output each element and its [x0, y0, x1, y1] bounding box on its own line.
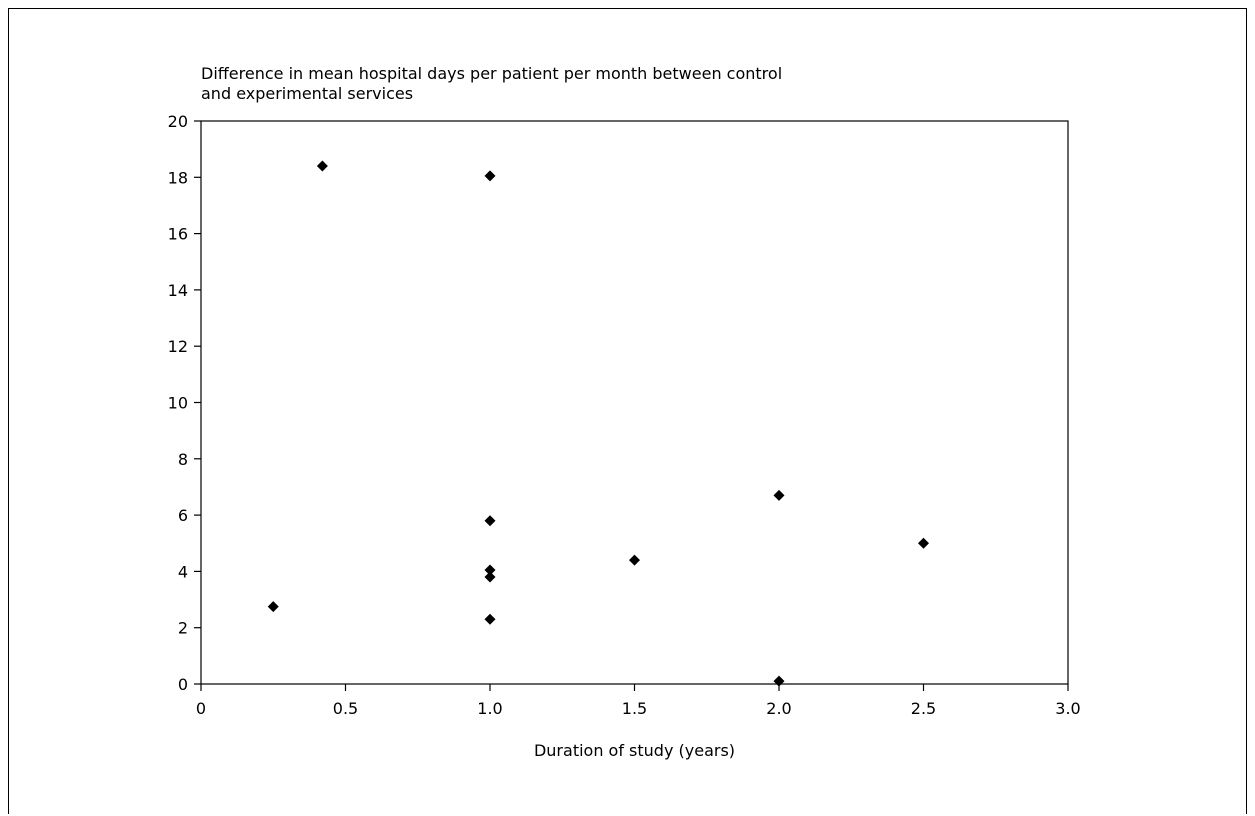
y-axis-label: Difference in mean hospital days per pat…: [201, 64, 782, 103]
x-axis-label: Duration of study (years): [534, 741, 735, 760]
x-tick-label: 1.5: [622, 699, 647, 718]
data-point: [918, 537, 929, 549]
x-tick-label: 3.0: [1055, 699, 1080, 718]
data-point: [267, 601, 279, 613]
data-point: [773, 489, 785, 501]
y-tick-label: 16: [168, 225, 188, 244]
data-point: [773, 675, 785, 687]
x-axis-ticks: 0 0.5 1.0 1.5 2.0 2.5 3.0: [196, 684, 1081, 718]
data-point: [484, 170, 496, 182]
y-tick-label: 18: [168, 168, 188, 187]
figure-frame: [8, 8, 1247, 814]
y-axis-label-line-1: Difference in mean hospital days per pat…: [201, 64, 782, 83]
x-tick-label: 2.5: [911, 699, 936, 718]
data-point: [316, 160, 328, 172]
y-tick-label: 8: [178, 450, 188, 469]
x-tick-label: 1.0: [477, 699, 502, 718]
y-axis-label-line-2: and experimental services: [201, 84, 413, 103]
y-tick-label: 4: [178, 562, 188, 581]
y-tick-label: 0: [178, 675, 188, 694]
y-tick-label: 14: [168, 281, 188, 300]
data-point: [484, 571, 496, 583]
data-point: [484, 515, 496, 527]
x-tick-label: 2.0: [766, 699, 791, 718]
x-tick-label: 0: [196, 699, 206, 718]
data-point: [484, 564, 496, 576]
y-tick-label: 20: [168, 112, 188, 131]
y-tick-label: 10: [168, 394, 188, 413]
y-axis-ticks: 0 2 4 6 8 10 12 14 16 18 20: [168, 112, 201, 694]
y-tick-label: 12: [168, 337, 188, 356]
plot-area: [200, 120, 1069, 685]
y-tick-label: 6: [178, 506, 188, 525]
data-points: [267, 160, 929, 687]
data-point: [484, 613, 496, 625]
x-tick-label: 0.5: [333, 699, 358, 718]
data-point: [629, 554, 640, 566]
y-tick-label: 2: [178, 619, 188, 638]
